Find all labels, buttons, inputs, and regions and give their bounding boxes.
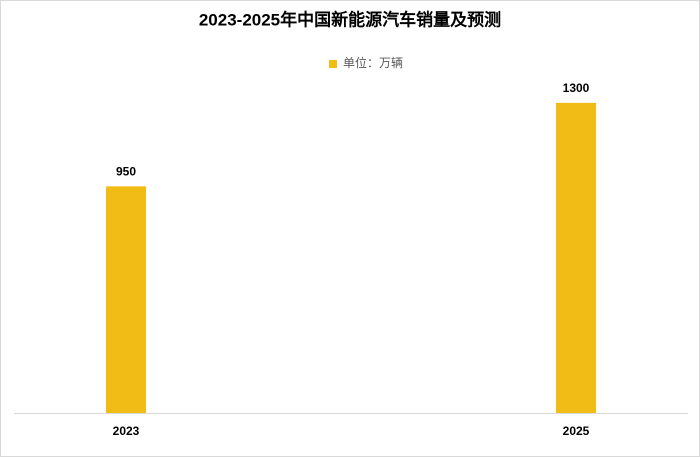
legend-label: 单位：万辆	[343, 55, 403, 70]
data-label: 1300	[563, 81, 590, 95]
bar	[556, 102, 596, 413]
data-label: 950	[116, 165, 136, 179]
bar	[106, 186, 146, 413]
x-tick-label: 2025	[563, 424, 590, 438]
legend-swatch	[329, 60, 337, 68]
chart-title: 2023-2025年中国新能源汽车销量及预测	[199, 9, 501, 29]
x-tick-label: 2023	[113, 424, 140, 438]
